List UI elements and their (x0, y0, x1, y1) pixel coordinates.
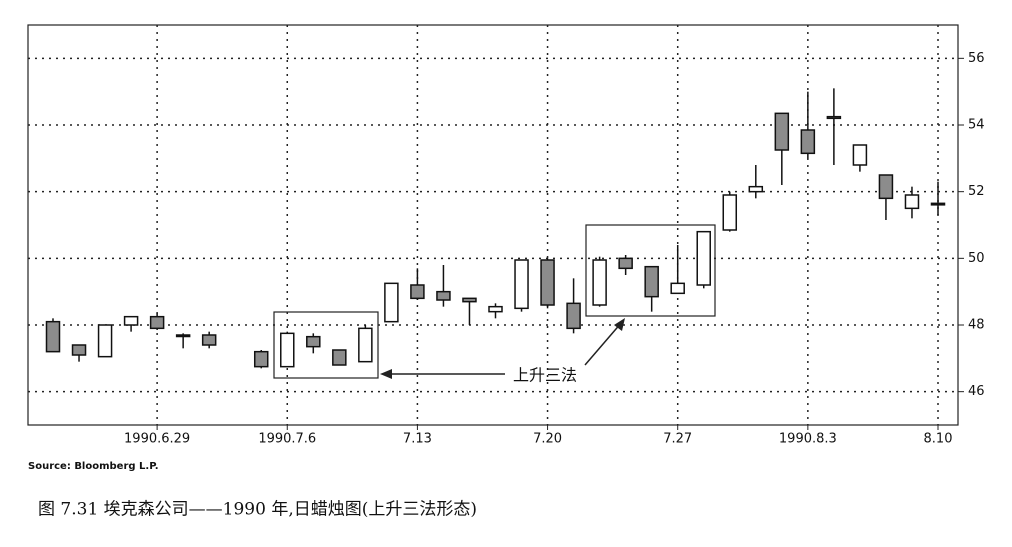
candle-body (123, 315, 139, 326)
candle-body (566, 302, 581, 330)
pattern-box (585, 224, 716, 317)
candle-body (97, 324, 113, 358)
pattern-box (273, 311, 379, 379)
candle-body (45, 320, 61, 353)
candle-body (71, 344, 87, 356)
candle-body (722, 194, 738, 231)
x-tick-label: 8.10 (924, 432, 953, 447)
candle-body (774, 112, 790, 151)
candle-body (280, 332, 295, 368)
grid: 46 48 50 52 54 56 1990.6.29 1990.7.6 7.13 7.20 7.2… (28, 25, 985, 447)
plot-frame (27, 24, 959, 426)
candle-body (462, 297, 477, 303)
candle-body (930, 202, 946, 206)
y-tick-label: 46 (968, 384, 985, 399)
y-tick-label: 50 (968, 251, 985, 266)
candle-body (149, 315, 165, 330)
x-tick-label: 1990.6.29 (124, 432, 190, 447)
x-tick-label: 7.13 (403, 432, 432, 447)
candle-body (852, 144, 868, 166)
arrow-head (614, 318, 625, 331)
candle-body (358, 327, 373, 363)
candle-body (670, 282, 685, 295)
candle-body (644, 265, 659, 298)
y-tick-label: 56 (968, 51, 985, 66)
candle-body (826, 115, 842, 120)
arrow-head (380, 369, 392, 379)
candle-body (410, 284, 425, 300)
arrow (584, 321, 623, 366)
source: Source: Bloomberg L.P. (28, 461, 159, 472)
candle-body (384, 282, 399, 323)
candle-body (878, 174, 894, 200)
x-tick-label: 7.27 (663, 432, 692, 447)
candle-body (904, 194, 920, 210)
candle-body (436, 290, 451, 301)
candle-body (618, 257, 633, 270)
candle-body (800, 129, 816, 155)
y-tick-label: 54 (968, 118, 985, 133)
x-tick-label: 1990.8.3 (779, 432, 837, 447)
candle-body (696, 230, 711, 286)
y-tick-label: 48 (968, 318, 985, 333)
candle-body (201, 334, 217, 346)
candle-body (514, 259, 529, 310)
x-tick-label: 1990.7.6 (258, 432, 316, 447)
annotation: 上升三法 (513, 366, 577, 385)
x-tick-label: 7.20 (533, 432, 562, 447)
caption: 图 7.31 埃克森公司——1990 年,日蜡烛图(上升三法形态) (38, 500, 477, 520)
candle-body (748, 185, 764, 193)
y-tick-label: 52 (968, 184, 985, 199)
candle-body (540, 259, 555, 306)
candle-body (488, 305, 503, 313)
candle-body (253, 350, 269, 368)
candle-body (332, 349, 347, 366)
candles (45, 88, 946, 369)
candle-body (306, 335, 321, 348)
candle-body (592, 259, 607, 306)
candle-body (175, 334, 191, 338)
